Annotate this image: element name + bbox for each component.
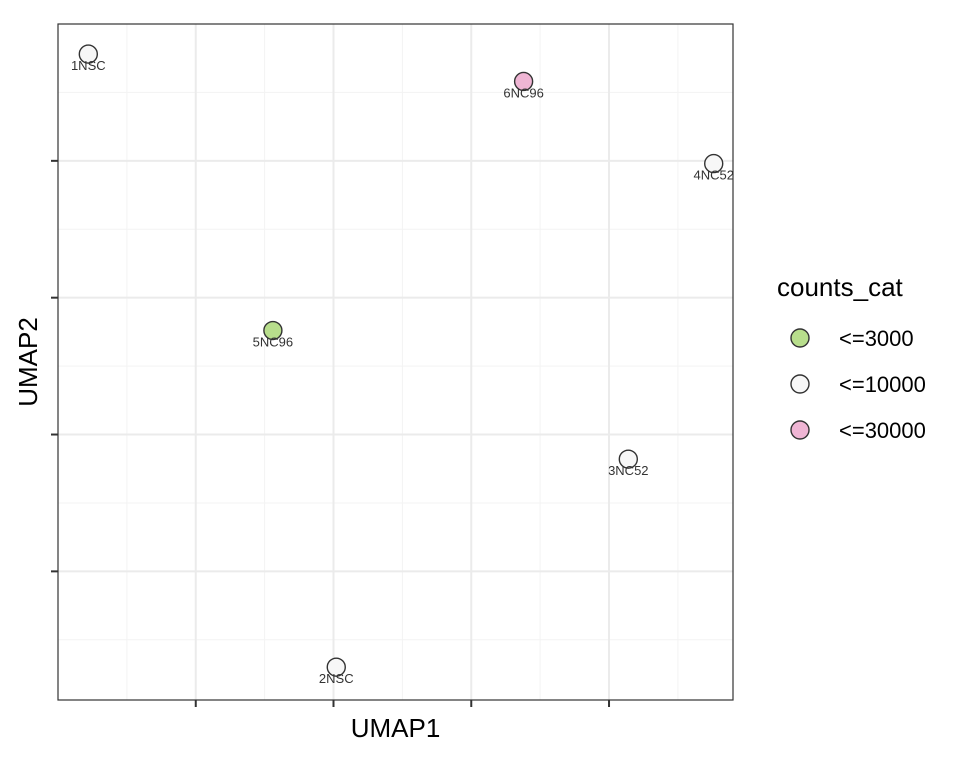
- point-label: 6NC96: [503, 85, 543, 100]
- minor-gridlines: [58, 24, 733, 700]
- major-gridlines: [58, 24, 733, 700]
- legend-label: <=10000: [839, 372, 926, 397]
- legend-key: [790, 374, 810, 394]
- data-point: [513, 71, 534, 92]
- data-points: 1NSC 6NC96 4NC52 5NC96 3NC52 2NSC: [71, 44, 734, 686]
- plot-panel: [57, 23, 734, 701]
- legend-label: <=3000: [839, 326, 914, 351]
- data-point: [618, 449, 639, 469]
- point-label: 1NSC: [71, 58, 106, 73]
- legend-key: [790, 328, 810, 348]
- data-point: [263, 320, 283, 341]
- legend: counts_cat <=3000 <=10000 <=30000: [777, 272, 926, 443]
- data-point: [78, 44, 99, 64]
- y-axis-title: UMAP2: [13, 317, 43, 407]
- point-label: 2NSC: [319, 671, 354, 686]
- data-point: [326, 657, 346, 677]
- point-label: 5NC96: [253, 335, 293, 350]
- legend-key: [790, 420, 810, 440]
- point-label: 3NC52: [608, 463, 648, 478]
- axis-ticks: [51, 159, 611, 707]
- data-point: [704, 153, 724, 174]
- legend-label: <=30000: [839, 418, 926, 443]
- x-axis-title: UMAP1: [351, 713, 441, 743]
- legend-title: counts_cat: [777, 272, 904, 302]
- point-label: 4NC52: [693, 168, 733, 183]
